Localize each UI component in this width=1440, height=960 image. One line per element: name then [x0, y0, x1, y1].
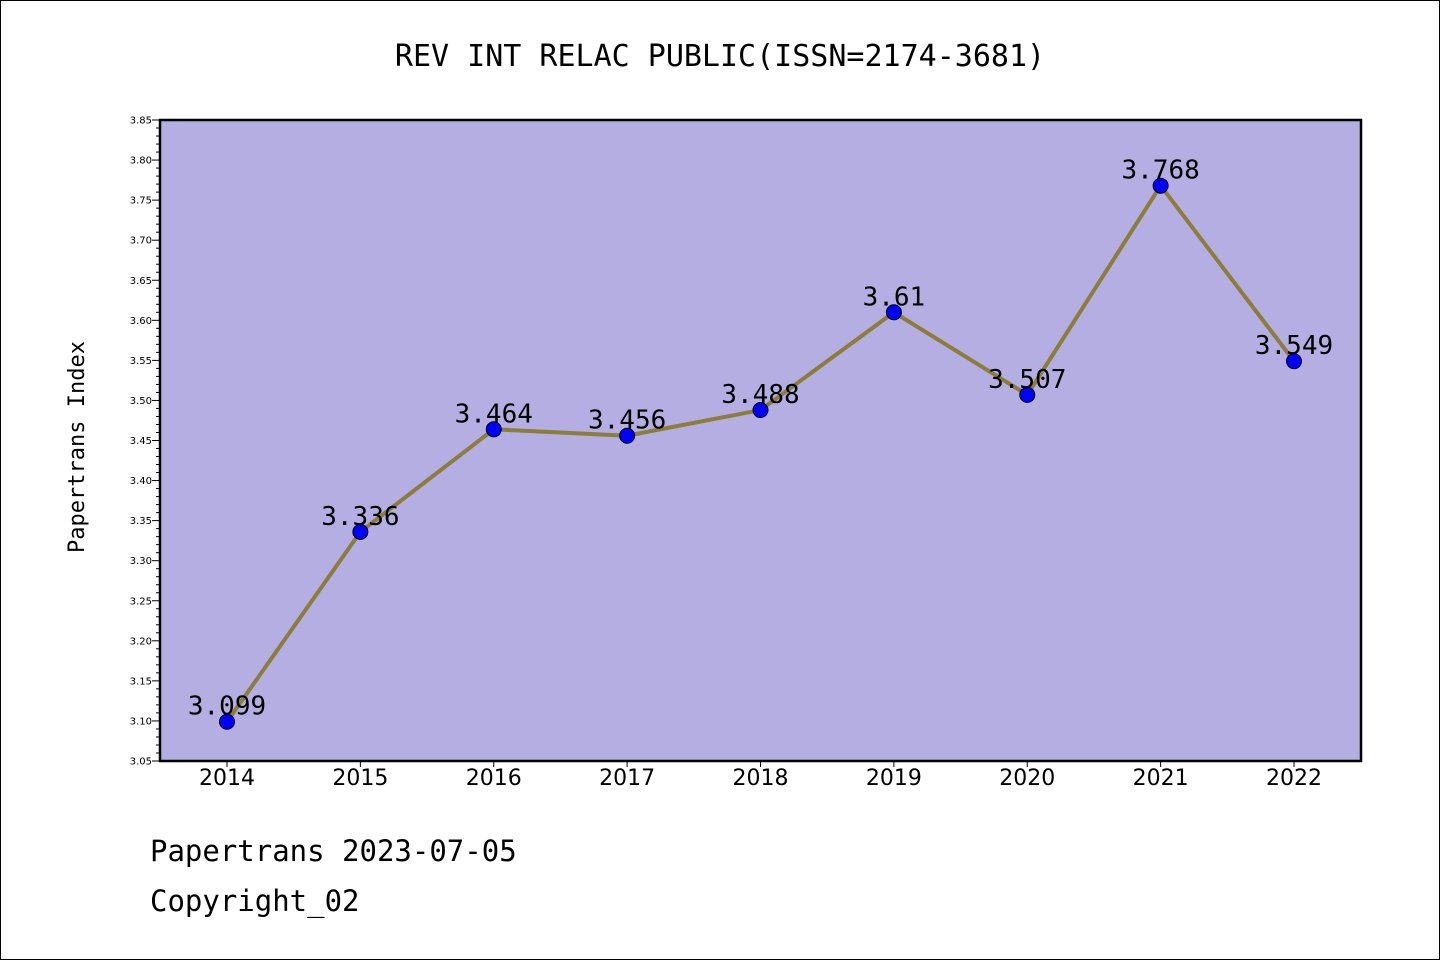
- data-point: [752, 402, 769, 419]
- data-label: 3.768: [1121, 156, 1199, 186]
- x-tick-label: 2017: [599, 766, 655, 791]
- data-label: 3.61: [863, 282, 926, 312]
- y-axis-label: Papertrans Index: [65, 341, 90, 553]
- y-tick-label: 3.70: [130, 236, 152, 247]
- data-label: 3.507: [988, 365, 1066, 395]
- footer-date: Papertrans 2023-07-05: [150, 834, 517, 868]
- data-label: 3.336: [321, 502, 399, 532]
- y-tick-label: 3.65: [130, 276, 152, 287]
- chart-title: REV INT RELAC PUBLIC(ISSN=2174-3681): [395, 39, 1045, 74]
- x-tick-label: 2015: [332, 766, 388, 791]
- data-label: 3.488: [721, 380, 799, 410]
- data-label: 3.099: [188, 692, 266, 722]
- x-tick-label: 2020: [999, 766, 1055, 791]
- data-label: 3.549: [1255, 331, 1333, 361]
- y-tick-label: 3.30: [130, 556, 152, 567]
- data-point: [1019, 386, 1036, 403]
- x-tick-label: 2022: [1266, 766, 1322, 791]
- plot-area: [158, 118, 1363, 763]
- data-label: 3.456: [588, 406, 666, 436]
- x-tick-label: 2018: [733, 766, 789, 791]
- data-point: [619, 427, 636, 444]
- y-tick-label: 3.25: [130, 596, 152, 607]
- data-point: [885, 304, 902, 321]
- x-tick-label: 2014: [199, 766, 255, 791]
- y-tick-label: 3.15: [130, 676, 152, 687]
- y-tick-label: 3.60: [130, 316, 152, 327]
- x-axis-ticks: 2014 2015 2016 2017 2018 2019 2020 2021 2022: [199, 761, 1322, 791]
- y-tick-label: 3.10: [130, 716, 152, 727]
- data-point: [485, 421, 502, 438]
- y-tick-label: 3.85: [130, 116, 152, 127]
- data-label: 3.464: [455, 399, 533, 429]
- data-point: [219, 713, 235, 730]
- data-labels: 3.099 3.336 3.464 3.456 3.488 3.61 3.507 3.768 3…: [188, 156, 1333, 722]
- y-tick-label: 3.40: [130, 476, 152, 487]
- y-tick-label: 3.50: [130, 396, 152, 407]
- footer-copyright: Copyright_02: [150, 884, 360, 918]
- y-tick-label: 3.80: [130, 156, 152, 167]
- y-tick-label: 3.45: [130, 436, 152, 447]
- data-point: [1286, 353, 1302, 370]
- y-tick-label: 3.20: [130, 636, 152, 647]
- y-tick-label: 3.35: [130, 516, 152, 527]
- data-point: [352, 523, 369, 540]
- y-tick-label: 3.05: [130, 757, 152, 768]
- y-tick-label: 3.55: [130, 356, 152, 367]
- x-tick-label: 2021: [1133, 766, 1189, 791]
- y-axis-ticks: 3.05 3.10 3.15 3.20 3.25 3.30 3.35 3.40 3.45 3.50…: [130, 116, 160, 768]
- x-tick-label: 2016: [466, 766, 522, 791]
- data-point: [1152, 177, 1169, 194]
- data-markers: [219, 177, 1302, 730]
- y-tick-label: 3.75: [130, 196, 152, 207]
- x-tick-label: 2019: [866, 766, 922, 791]
